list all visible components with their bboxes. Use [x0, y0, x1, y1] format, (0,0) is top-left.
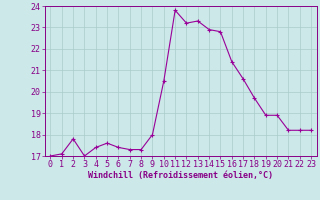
X-axis label: Windchill (Refroidissement éolien,°C): Windchill (Refroidissement éolien,°C) [88, 171, 273, 180]
